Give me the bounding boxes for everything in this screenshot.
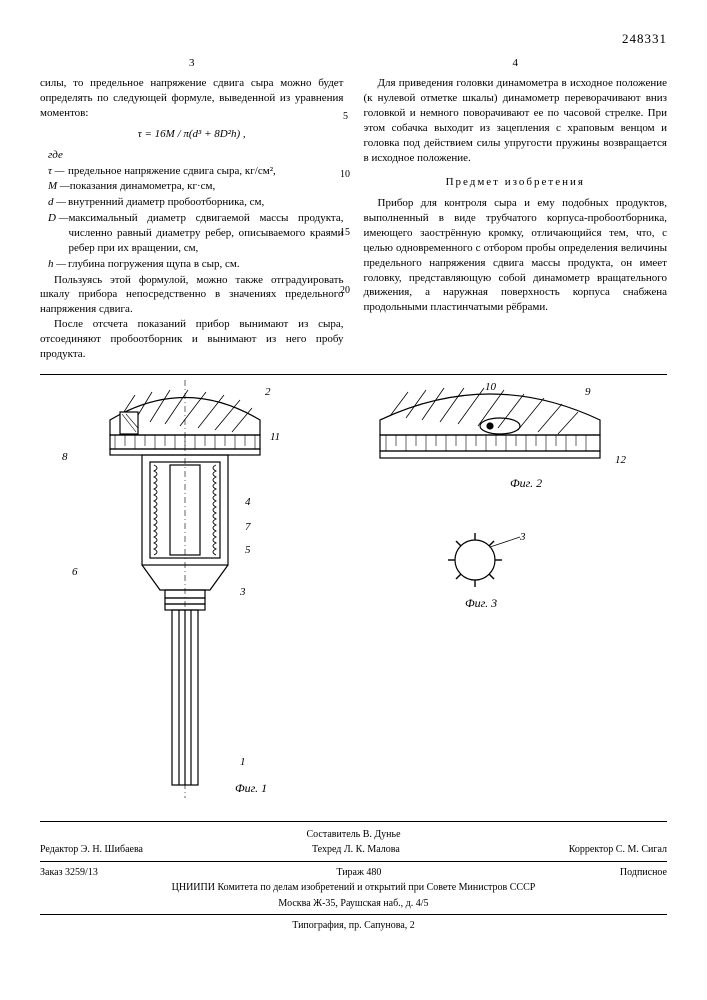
patent-number: 248331 — [40, 30, 667, 48]
where-block: где τ —предельное напряжение сдвига сыра… — [48, 148, 344, 272]
formula: τ = 16M / π(d³ + 8D²h) , — [40, 127, 344, 142]
callout-7: 7 — [245, 520, 251, 535]
callout-3: 3 — [240, 585, 246, 600]
text-columns: 5 10 15 20 3 силы, то предельное напряже… — [40, 56, 667, 362]
sym-M: M — — [48, 179, 70, 194]
footer-addr: Москва Ж-35, Раушская наб., д. 4/5 — [40, 897, 667, 911]
def-h: глубина погружения щупа в сыр, см. — [68, 257, 344, 272]
col-num-right: 4 — [364, 56, 668, 71]
sym-d: d — — [48, 195, 68, 210]
line-20: 20 — [340, 284, 350, 298]
col-num-left: 3 — [40, 56, 344, 71]
line-5: 5 — [343, 110, 348, 124]
left-p2: Пользуясь этой формулой, можно также отг… — [40, 273, 344, 318]
fig2-label: Фиг. 2 — [510, 475, 542, 491]
claim-heading: Предмет изобретения — [364, 175, 668, 190]
footer: Составитель В. Дунье Редактор Э. Н. Шиба… — [40, 828, 667, 933]
def-M: показания динамометра, кг·см, — [70, 179, 344, 194]
callout-6: 6 — [72, 565, 78, 580]
footer-author: Составитель В. Дунье — [40, 828, 667, 842]
line-15: 15 — [340, 226, 350, 240]
def-tau: предельное напряжение сдвига сыра, кг/см… — [68, 164, 344, 179]
footer-sub: Подписное — [620, 866, 667, 880]
figure-1 — [80, 380, 290, 800]
callout-11: 11 — [270, 430, 280, 445]
claim-text: Прибор для контроля сыра и ему подобных … — [364, 196, 668, 315]
footer-corrector: Корректор С. М. Сигал — [569, 843, 667, 857]
right-p1: Для приведения головки динамометра в исх… — [364, 76, 668, 165]
footer-print: Типография, пр. Сапунова, 2 — [40, 919, 667, 933]
callout-8: 8 — [62, 450, 68, 465]
sym-tau: τ — — [48, 164, 68, 179]
fig3-label: Фиг. 3 — [465, 595, 497, 611]
callout-4: 4 — [245, 495, 251, 510]
line-10: 10 — [340, 168, 350, 182]
def-d: внутренний диаметр пробоотборника, см, — [68, 195, 344, 210]
callout-2: 2 — [265, 385, 271, 400]
def-D: максимальный диаметр сдвигаемой массы пр… — [68, 211, 343, 256]
callout-1: 1 — [240, 755, 246, 770]
fig1-label: Фиг. 1 — [235, 780, 267, 796]
left-p1: силы, то предельное напряжение сдвига сы… — [40, 76, 344, 121]
callout-5: 5 — [245, 543, 251, 558]
footer-tirage: Тираж 480 — [336, 866, 381, 880]
callout-12: 12 — [615, 453, 626, 468]
callout-10: 10 — [485, 380, 496, 395]
callout-3b-line — [490, 535, 525, 550]
left-column: 3 силы, то предельное напряжение сдвига … — [40, 56, 344, 362]
sym-D: D — — [48, 211, 68, 256]
footer-org: ЦНИИПИ Комитета по делам изобретений и о… — [40, 881, 667, 895]
callout-9: 9 — [585, 385, 591, 400]
footer-editor: Редактор Э. Н. Шибаева — [40, 843, 143, 857]
sym-h: h — — [48, 257, 68, 272]
where-label: где — [48, 148, 68, 163]
footer-tech: Техред Л. К. Малова — [312, 843, 400, 857]
left-p3: После отсчета показаний прибор вынимают … — [40, 317, 344, 362]
figures-panel: 2 8 11 4 7 5 6 3 1 Фиг. 1 10 9 12 Фиг. 2 — [40, 374, 667, 822]
right-column: 4 Для приведения головки динамометра в и… — [364, 56, 668, 362]
footer-order: Заказ 3259/13 — [40, 866, 98, 880]
